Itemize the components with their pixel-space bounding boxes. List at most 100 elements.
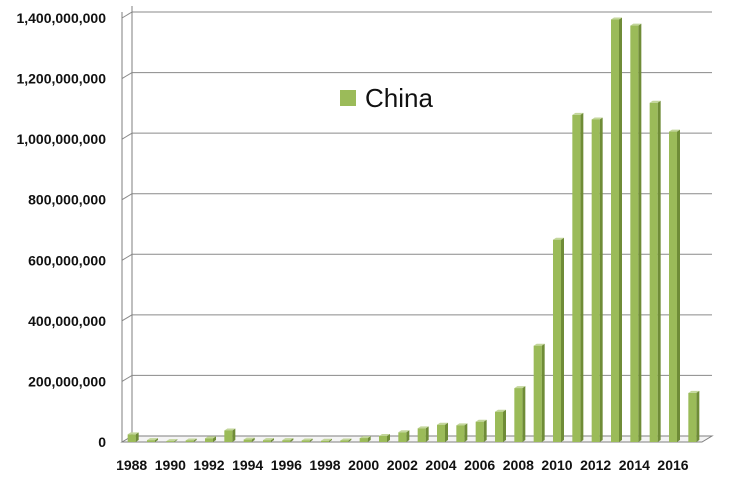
bar-side [348, 438, 352, 442]
bar-side [406, 430, 410, 442]
bar-front [398, 432, 407, 442]
bar-top [398, 430, 410, 433]
x-tick-label: 1992 [193, 457, 224, 473]
y-tick-label: 1,200,000,000 [16, 71, 106, 87]
bar-top [514, 386, 526, 389]
bar-front [495, 411, 503, 442]
y-tick-label: 200,000,000 [28, 373, 106, 389]
bar-side [599, 117, 603, 442]
bar-front [591, 119, 600, 442]
bar-top [688, 390, 700, 393]
bar-top [263, 438, 274, 441]
bar-front [282, 440, 291, 442]
bar [611, 17, 622, 443]
bar-front [417, 428, 426, 442]
bar-top [649, 100, 661, 103]
bar [243, 437, 255, 442]
bar-side [213, 436, 216, 442]
bar-top [127, 432, 139, 435]
bar-side [503, 409, 506, 442]
bar-side [290, 438, 294, 442]
y-tick-label: 1,000,000,000 [16, 131, 106, 147]
bar [321, 438, 332, 442]
bar-front [166, 441, 175, 442]
bar-side [483, 419, 487, 442]
bar [359, 436, 371, 442]
bar [263, 438, 274, 442]
x-tick-label: 1998 [309, 457, 340, 473]
gridline-depth [121, 193, 133, 201]
y-tick-label: 800,000,000 [28, 192, 106, 208]
bar [282, 438, 294, 442]
legend: China [340, 83, 433, 113]
bar-front [340, 440, 349, 442]
x-tick-label: 2016 [657, 457, 688, 473]
legend-swatch [340, 90, 356, 106]
bar [553, 237, 564, 442]
bar-top [282, 438, 294, 441]
bar-side [425, 426, 429, 442]
bar-front [147, 440, 155, 442]
gridline-depth [121, 132, 133, 140]
bar-top [591, 117, 603, 120]
bar [475, 419, 487, 442]
bar-front [205, 438, 213, 442]
x-tick-label: 2014 [619, 457, 650, 473]
bar [166, 439, 178, 442]
bar-side [271, 438, 274, 442]
bar [379, 433, 390, 442]
bar-side [464, 423, 468, 442]
bar [669, 129, 680, 443]
bar-side [580, 112, 584, 443]
bar-side [696, 390, 700, 442]
bar-top [359, 436, 371, 439]
bar-side [193, 438, 197, 442]
x-axis-tick-labels: 1988 1990 1992 1994 1996 1998 2000 2002 2004 2006… [116, 457, 689, 473]
bar [340, 438, 352, 442]
bar-top [243, 437, 255, 440]
gridline-depth [121, 253, 133, 261]
bar [185, 438, 197, 442]
bar-top [456, 423, 468, 426]
bar-side [677, 129, 680, 443]
x-tick-label: 1988 [116, 457, 147, 473]
bar [398, 430, 410, 442]
bar-top [147, 438, 158, 441]
bar-side [329, 438, 332, 442]
bar-front [514, 388, 523, 442]
bar [456, 423, 468, 442]
x-tick-label: 2012 [580, 457, 611, 473]
bar-front [301, 440, 310, 442]
bar-front [533, 345, 542, 442]
bar-top [495, 409, 506, 412]
bar-top [301, 438, 313, 441]
x-tick-label: 2002 [387, 457, 418, 473]
bar-side [445, 422, 448, 442]
bar-top [224, 428, 236, 431]
bar-front [649, 102, 658, 443]
bar [630, 23, 642, 442]
y-tick-label: 1,400,000,000 [16, 10, 106, 26]
bar-front [185, 440, 194, 442]
bar [417, 426, 429, 442]
bar-top [553, 237, 564, 240]
bar [533, 343, 545, 442]
bar [688, 390, 700, 442]
bar [224, 428, 236, 442]
bar-front [669, 131, 677, 443]
bar-side [232, 428, 236, 442]
x-tick-label: 1996 [271, 457, 302, 473]
bars [127, 17, 700, 443]
bar-top [185, 438, 197, 441]
bar-top [630, 23, 642, 26]
bar-front [572, 114, 581, 443]
bar-side [561, 237, 564, 442]
bar-top [533, 343, 545, 346]
y-tick-label: 600,000,000 [28, 252, 106, 268]
bar-front [688, 392, 697, 442]
gridline-depth [121, 72, 133, 80]
bar-side [367, 436, 371, 442]
y-tick-label: 0 [98, 434, 106, 450]
